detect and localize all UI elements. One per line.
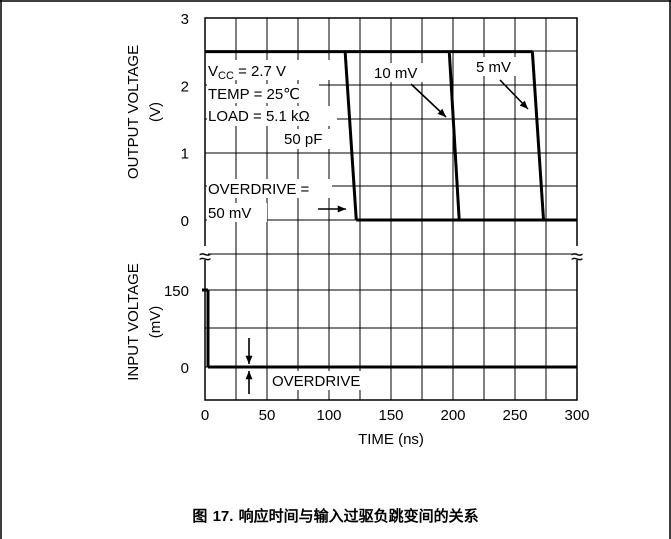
overdrive-up-arrow-head: [245, 371, 253, 380]
condition-capacitance: 50 pF: [284, 131, 322, 148]
tick-labels: 0 50 100 150 200 250 300 TIME (ns) 0 1 2 3 0 150 OUTPU…: [125, 11, 590, 448]
load-bg: [207, 106, 337, 126]
input-y-axis-unit: (mV): [147, 306, 164, 339]
caption-prefix: 图: [192, 507, 208, 525]
x-axis-label: TIME (ns): [358, 431, 424, 448]
output-y-axis-label: OUTPUT VOLTAGE: [125, 45, 142, 179]
output-y-tick-label: 1: [181, 146, 189, 163]
x-tick-label: 200: [440, 407, 465, 424]
annotations: VCC = 2.7 V TEMP = 25℃ LOAD = 5.1 kΩ 50 pF O…: [207, 57, 529, 394]
arrow-5mv-head: [519, 100, 528, 109]
caption-number: 17.: [212, 508, 234, 525]
label-10mv: 10 mV: [374, 65, 417, 82]
input-y-axis-label: INPUT VOLTAGE: [125, 263, 142, 381]
plot-axes: ≈ ≈: [199, 17, 583, 401]
x-tick-label: 0: [201, 407, 209, 424]
overdrive-bottom-label: OVERDRIVE: [272, 373, 360, 390]
label-5mv-bg: [474, 57, 522, 76]
overdrive-50mv-line2: 50 mV: [208, 205, 251, 222]
left-break-symbol: ≈: [199, 244, 211, 269]
x-tick-label: 300: [564, 407, 589, 424]
cap-bg: [281, 129, 331, 149]
output-y-tick-label: 0: [181, 213, 189, 230]
overdrive-arrow-head: [337, 205, 346, 213]
temp-bg: [207, 84, 319, 103]
output-y-tick-label: 3: [181, 11, 189, 28]
output-falling-edge: [447, 51, 461, 221]
plot-border: [204, 17, 578, 401]
output-y-tick-label: 2: [181, 78, 189, 95]
data-traces: [202, 50, 577, 369]
overdrive-value-bg: [207, 203, 267, 222]
condition-load: LOAD = 5.1 kΩ: [208, 108, 310, 125]
x-tick-label: 150: [378, 407, 403, 424]
figure-caption: 图 17. 响应时间与输入过驱负跳变间的关系: [0, 505, 671, 526]
x-tick-label: 100: [316, 407, 341, 424]
right-break-gap: [574, 246, 580, 260]
condition-temp: TEMP = 25℃: [208, 86, 300, 103]
input-y-tick-label: 0: [181, 360, 189, 377]
vcc-bg: [207, 60, 337, 80]
overdrive-50mv-line1: OVERDRIVE =: [208, 181, 310, 198]
caption-text: 响应时间与输入过驱负跳变间的关系: [238, 507, 479, 525]
output-falling-edge: [530, 51, 546, 221]
x-tick-label: 50: [259, 407, 276, 424]
overdrive-bg: [207, 179, 332, 198]
output-falling-edge: [343, 51, 358, 221]
label-10mv-bg: [372, 63, 434, 82]
left-break-gap: [202, 246, 208, 260]
x-tick-label: 250: [502, 407, 527, 424]
label-5mv: 5 mV: [476, 59, 511, 76]
arrow-10mv-head: [437, 108, 446, 117]
condition-vcc: VCC = 2.7 V: [208, 63, 286, 82]
input-y-tick-label: 150: [164, 283, 189, 300]
output-y-axis-unit: (V): [147, 102, 164, 122]
overdrive-bottom-bg: [270, 371, 388, 390]
overdrive-down-arrow-head: [245, 355, 253, 364]
right-break-symbol: ≈: [571, 244, 583, 269]
